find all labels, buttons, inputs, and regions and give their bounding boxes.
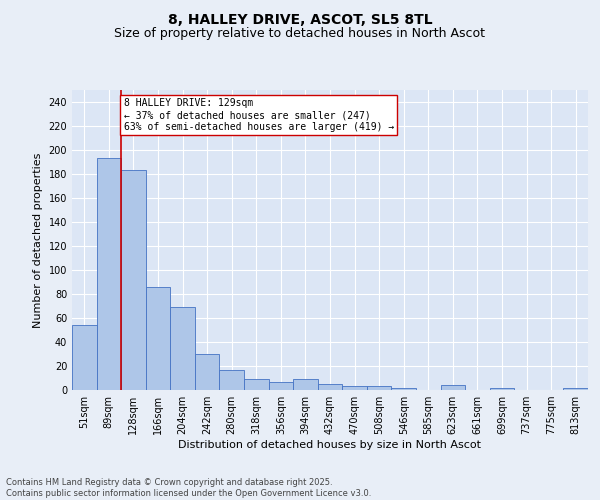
Bar bbox=[170, 307, 195, 390]
Bar bbox=[391, 388, 416, 390]
X-axis label: Distribution of detached houses by size in North Ascot: Distribution of detached houses by size … bbox=[179, 440, 482, 450]
Bar bbox=[121, 170, 146, 390]
Bar bbox=[490, 388, 514, 390]
Bar bbox=[563, 388, 588, 390]
Bar bbox=[269, 382, 293, 390]
Bar bbox=[97, 158, 121, 390]
Bar bbox=[146, 287, 170, 390]
Text: Contains HM Land Registry data © Crown copyright and database right 2025.
Contai: Contains HM Land Registry data © Crown c… bbox=[6, 478, 371, 498]
Bar bbox=[367, 386, 391, 390]
Bar bbox=[440, 385, 465, 390]
Bar bbox=[318, 384, 342, 390]
Bar bbox=[342, 386, 367, 390]
Bar bbox=[72, 325, 97, 390]
Y-axis label: Number of detached properties: Number of detached properties bbox=[33, 152, 43, 328]
Bar bbox=[293, 379, 318, 390]
Text: Size of property relative to detached houses in North Ascot: Size of property relative to detached ho… bbox=[115, 28, 485, 40]
Bar bbox=[195, 354, 220, 390]
Bar bbox=[244, 379, 269, 390]
Text: 8 HALLEY DRIVE: 129sqm
← 37% of detached houses are smaller (247)
63% of semi-de: 8 HALLEY DRIVE: 129sqm ← 37% of detached… bbox=[124, 98, 394, 132]
Bar bbox=[220, 370, 244, 390]
Text: 8, HALLEY DRIVE, ASCOT, SL5 8TL: 8, HALLEY DRIVE, ASCOT, SL5 8TL bbox=[167, 12, 433, 26]
